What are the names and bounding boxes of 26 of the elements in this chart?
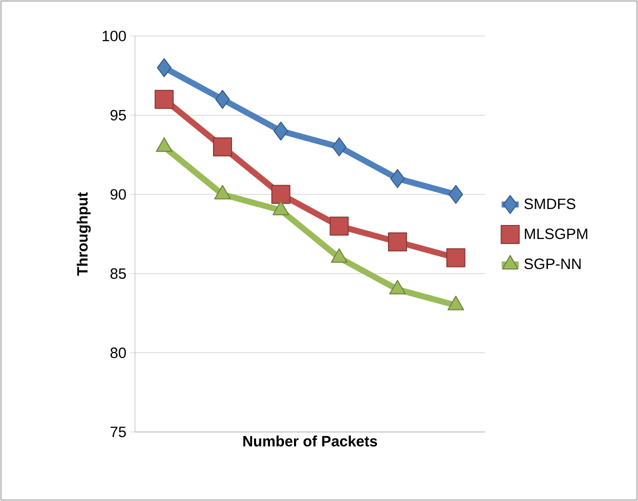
x-axis-title: Number of Packets [243, 436, 378, 446]
y-tick-label: 90 [110, 189, 126, 200]
y-axis-title: Throughput [76, 192, 91, 276]
legend-label: SMDFS [524, 198, 576, 210]
y-tick-label: 80 [110, 347, 126, 358]
point [156, 58, 172, 78]
y-tick-label: 75 [110, 426, 126, 438]
point [330, 216, 349, 236]
y-tick-label: 95 [110, 110, 126, 120]
point [154, 90, 174, 109]
point [332, 137, 346, 156]
point [213, 137, 232, 156]
point [448, 184, 464, 204]
legend-label: MLSGPM [524, 228, 588, 240]
legend-label: SGP-NN [524, 258, 581, 270]
point [388, 232, 408, 252]
point [448, 296, 464, 310]
y-tick-label: 100 [102, 30, 126, 42]
point [330, 248, 348, 263]
point [215, 90, 230, 109]
point [389, 280, 406, 294]
point [390, 169, 405, 188]
y-tick-label: 85 [110, 268, 126, 279]
point [271, 184, 290, 204]
point [446, 248, 466, 268]
point [274, 122, 288, 141]
